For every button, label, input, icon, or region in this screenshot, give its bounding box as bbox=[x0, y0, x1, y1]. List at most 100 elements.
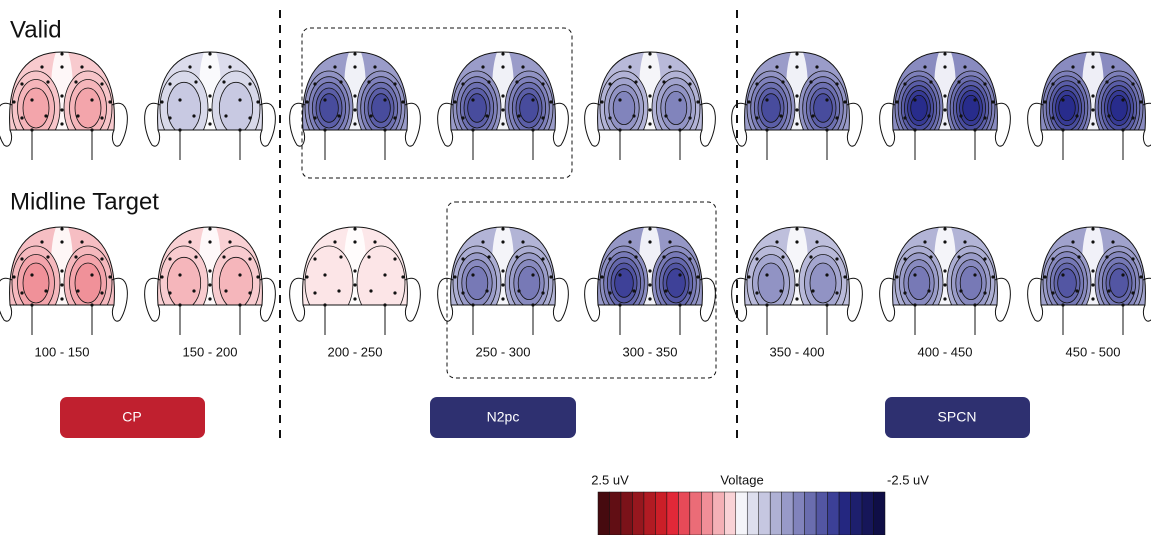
electrode bbox=[628, 65, 631, 68]
electrode bbox=[688, 82, 691, 85]
contour bbox=[758, 263, 784, 303]
electrode bbox=[903, 291, 906, 294]
electrode bbox=[688, 291, 691, 294]
colorbar-swatch bbox=[747, 492, 758, 535]
electrode bbox=[60, 227, 63, 230]
electrode bbox=[1051, 82, 1054, 85]
electrode bbox=[222, 255, 225, 258]
electrode bbox=[1061, 303, 1064, 306]
colorbar-swatch bbox=[644, 492, 655, 535]
electrode bbox=[541, 82, 544, 85]
electrode bbox=[1111, 240, 1114, 243]
topomap bbox=[1028, 220, 1151, 335]
electrode bbox=[1061, 273, 1064, 276]
contour bbox=[520, 94, 539, 123]
topomap bbox=[438, 220, 569, 335]
electrode bbox=[943, 122, 946, 125]
electrode bbox=[688, 257, 691, 260]
colorbar-swatch bbox=[793, 492, 804, 535]
electrode bbox=[256, 275, 259, 278]
electrode bbox=[40, 65, 43, 68]
electrode bbox=[60, 108, 63, 111]
electrode bbox=[795, 297, 798, 300]
electrode bbox=[60, 283, 63, 286]
electrode bbox=[634, 255, 637, 258]
contour bbox=[372, 94, 391, 123]
electrode bbox=[541, 257, 544, 260]
electrode bbox=[471, 128, 474, 131]
contour bbox=[762, 94, 781, 123]
electrode bbox=[991, 100, 994, 103]
electrode bbox=[471, 303, 474, 306]
colorbar-swatch bbox=[632, 492, 643, 535]
electrode bbox=[487, 255, 490, 258]
contour bbox=[1058, 269, 1077, 298]
electrode bbox=[256, 100, 259, 103]
colorbar-swatch bbox=[874, 492, 885, 535]
contour bbox=[665, 91, 687, 124]
electrode bbox=[608, 82, 611, 85]
colorbar-swatch bbox=[770, 492, 781, 535]
electrode bbox=[501, 297, 504, 300]
colorbar-min: -2.5 uV bbox=[887, 472, 929, 487]
electrode bbox=[696, 275, 699, 278]
electrode bbox=[208, 94, 211, 97]
electrode bbox=[383, 303, 386, 306]
electrode bbox=[957, 80, 960, 83]
electrode bbox=[943, 94, 946, 97]
electrode bbox=[608, 291, 611, 294]
colorbar-swatch bbox=[736, 492, 747, 535]
electrode bbox=[353, 227, 356, 230]
electrode bbox=[1121, 303, 1124, 306]
colorbar-swatch bbox=[805, 492, 816, 535]
time-window: 100 - 150 bbox=[35, 344, 90, 359]
electrode bbox=[323, 273, 326, 276]
electrode bbox=[323, 303, 326, 306]
contour bbox=[810, 263, 836, 303]
electrode bbox=[178, 98, 181, 101]
electrode bbox=[501, 122, 504, 125]
electrode bbox=[632, 114, 635, 117]
electrode bbox=[20, 257, 23, 260]
electrode bbox=[393, 291, 396, 294]
electrode bbox=[501, 269, 504, 272]
electrode bbox=[1051, 291, 1054, 294]
contour bbox=[963, 95, 980, 120]
electrode bbox=[1107, 289, 1110, 292]
electrode bbox=[1075, 114, 1078, 117]
electrode bbox=[648, 269, 651, 272]
electrode bbox=[178, 273, 181, 276]
topomap bbox=[732, 220, 863, 335]
electrode bbox=[471, 98, 474, 101]
colorbar-swatch bbox=[759, 492, 770, 535]
contour bbox=[75, 88, 101, 128]
electrode bbox=[353, 283, 356, 286]
electrode bbox=[501, 227, 504, 230]
electrode bbox=[779, 289, 782, 292]
electrode bbox=[353, 52, 356, 55]
colorbar-swatch bbox=[621, 492, 632, 535]
colorbar-swatch bbox=[609, 492, 620, 535]
electrode bbox=[983, 82, 986, 85]
electrode bbox=[383, 273, 386, 276]
electrode bbox=[1061, 128, 1064, 131]
electrode bbox=[224, 114, 227, 117]
electrode bbox=[662, 80, 665, 83]
electrode bbox=[60, 94, 63, 97]
electrode bbox=[959, 289, 962, 292]
electrode bbox=[501, 283, 504, 286]
electrode bbox=[224, 289, 227, 292]
contour bbox=[305, 246, 353, 320]
electrode bbox=[60, 269, 63, 272]
electrode bbox=[1139, 100, 1142, 103]
electrode bbox=[795, 65, 798, 68]
electrode bbox=[795, 52, 798, 55]
electrode bbox=[192, 114, 195, 117]
electrode bbox=[1131, 116, 1134, 119]
electrode bbox=[1091, 240, 1094, 243]
contour bbox=[615, 269, 634, 298]
electrode bbox=[80, 65, 83, 68]
electrode bbox=[1051, 257, 1054, 260]
electrode bbox=[46, 80, 49, 83]
electrode bbox=[461, 257, 464, 260]
